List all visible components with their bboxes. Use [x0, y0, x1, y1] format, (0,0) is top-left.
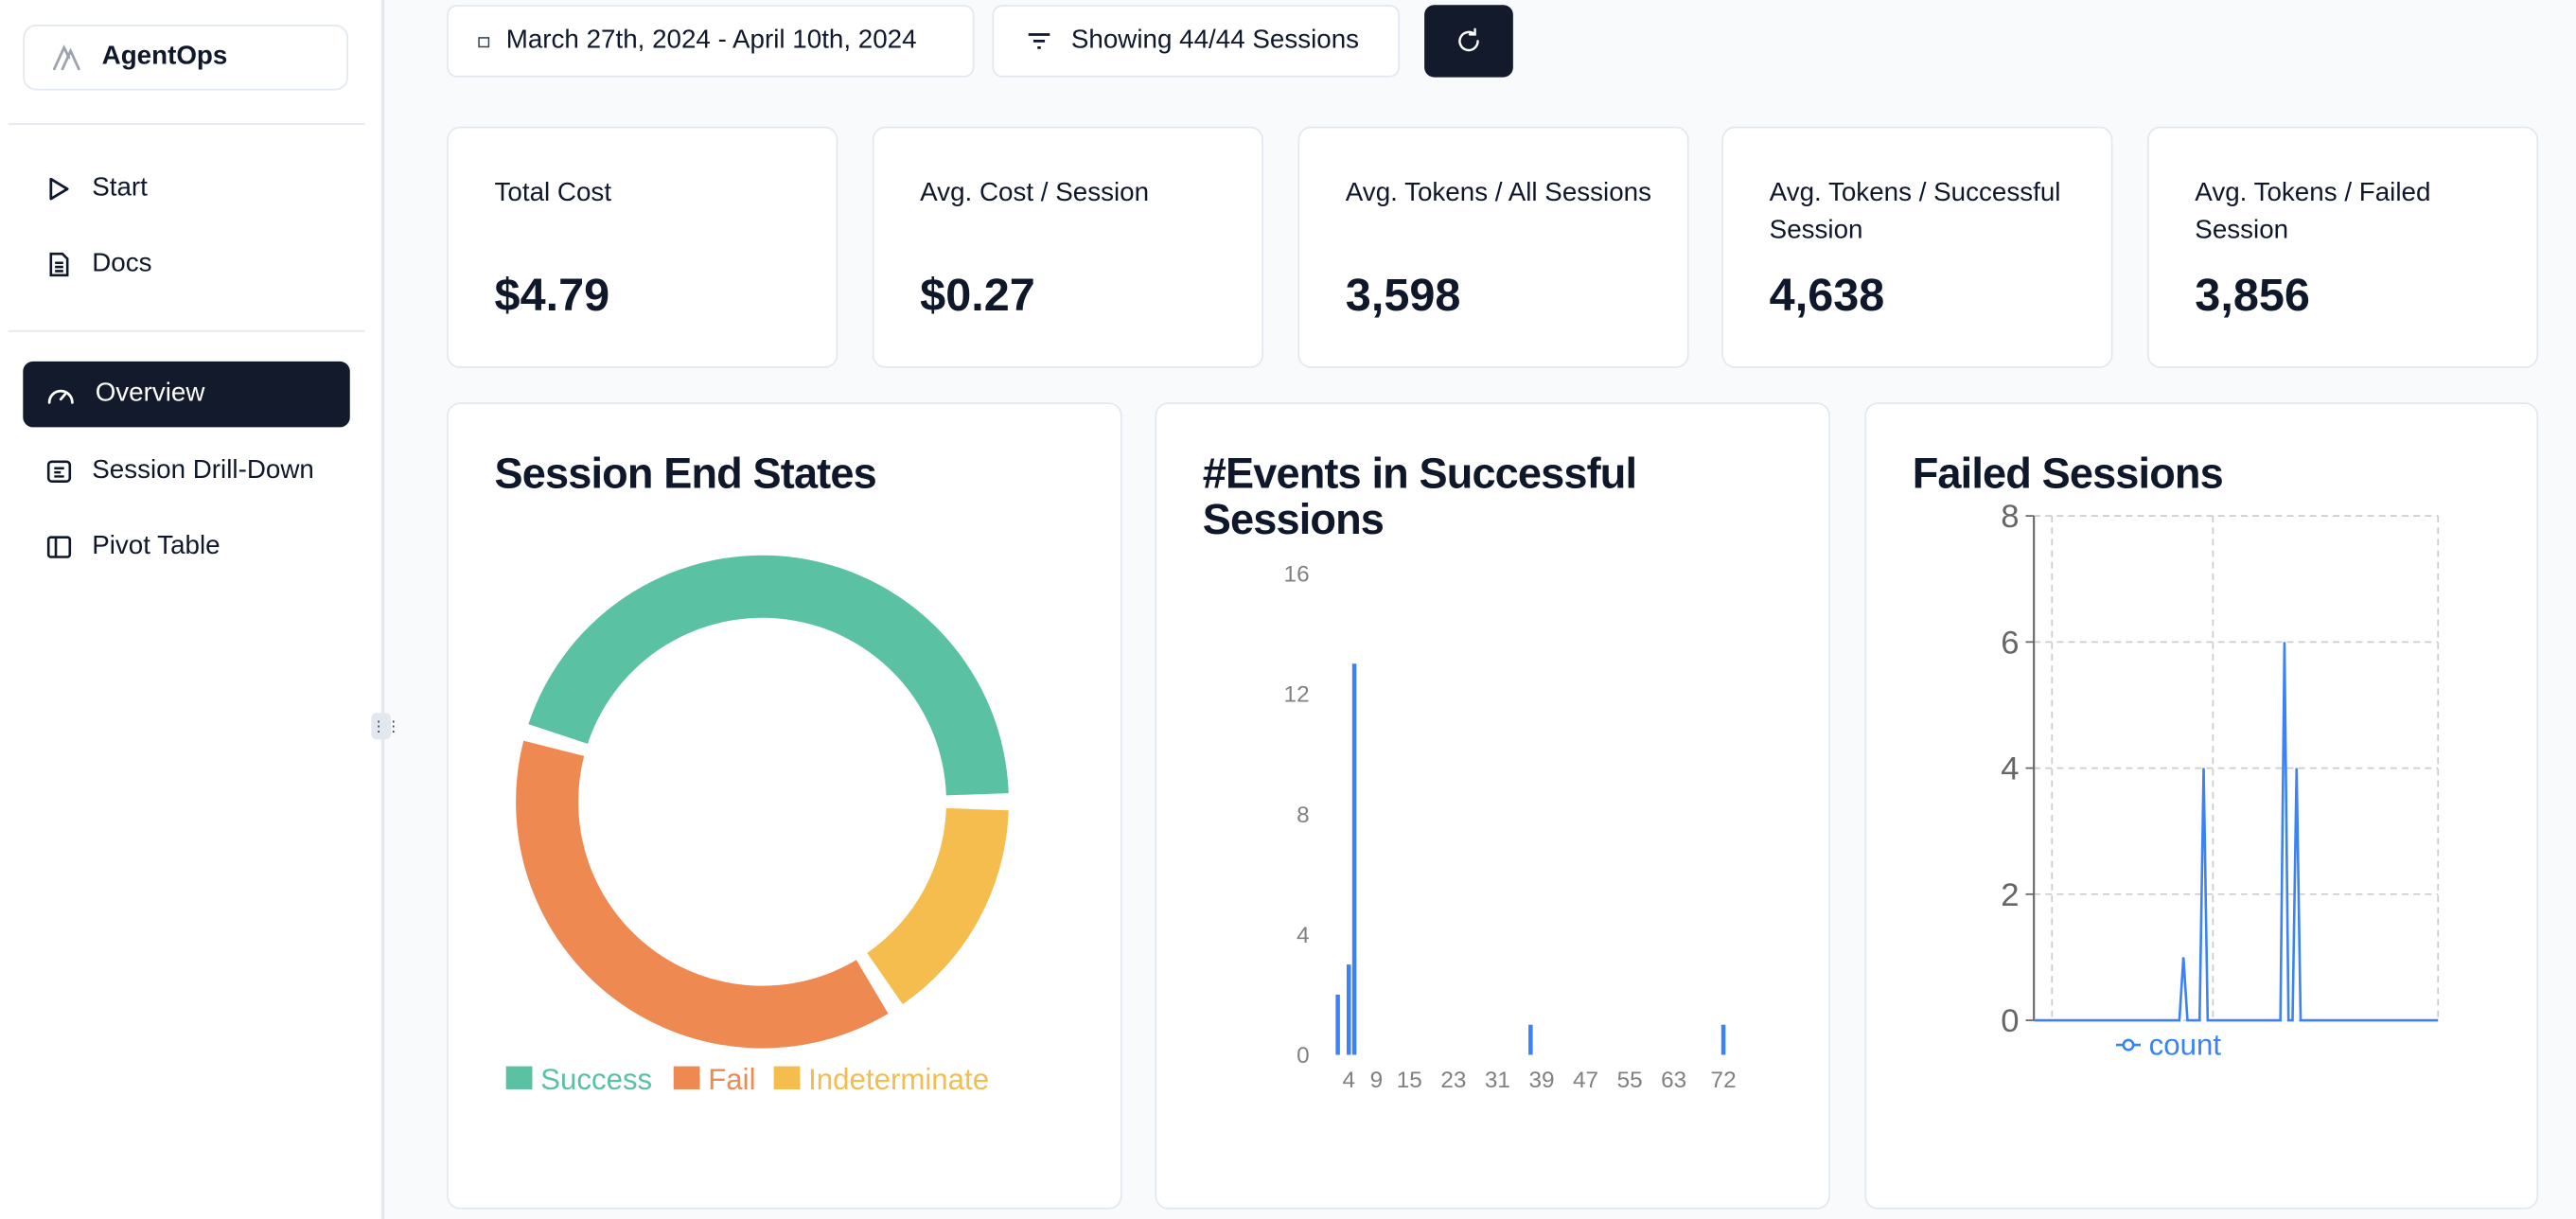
- sidebar-item-label: Overview: [95, 380, 205, 408]
- stat-card: Total Cost $4.79: [447, 126, 838, 368]
- y-tick-label: 4: [2001, 751, 2019, 787]
- bar: [1351, 663, 1357, 1055]
- failed-sessions-card: Failed Sessions 0 2 4 6 8 count: [1864, 402, 2539, 1210]
- donut-slice-fail: [516, 740, 889, 1049]
- sidebar-item-label: Docs: [92, 249, 152, 278]
- sidebar-item-session-drill-down[interactable]: Session Drill-Down: [23, 439, 349, 504]
- y-tick-label: 6: [2001, 625, 2019, 661]
- stat-card: Avg. Tokens / Failed Session 3,856: [2146, 126, 2539, 368]
- sidebar-item-label: Session Drill-Down: [92, 456, 314, 486]
- sidebar-item-start[interactable]: Start: [23, 156, 349, 221]
- session-end-states-card: Session End States Success Fail Indetermin…: [447, 402, 1122, 1210]
- date-range-picker[interactable]: March 27th, 2024 - April 10th, 2024: [447, 5, 975, 78]
- x-tick-label: 4: [1342, 1068, 1355, 1093]
- stat-card: Avg. Tokens / All Sessions 3,598: [1297, 126, 1689, 368]
- bar: [1720, 1024, 1726, 1055]
- sidebar-panel-icon: [46, 536, 72, 558]
- gauge-icon: [47, 389, 74, 404]
- y-tick-label: 2: [2001, 877, 2019, 913]
- brand-name: AgentOps: [101, 43, 228, 71]
- chart-title: Session End States: [494, 448, 877, 499]
- line-series-count: [2034, 642, 2439, 1022]
- stat-label: Avg. Cost / Session: [920, 179, 1150, 207]
- stat-value: 4,638: [1769, 269, 1885, 321]
- calendar-icon: [478, 36, 490, 47]
- stat-card: Avg. Cost / Session $0.27: [872, 126, 1263, 368]
- bar: [1346, 964, 1351, 1055]
- document-icon: [49, 252, 69, 277]
- legend-swatch: [505, 1066, 533, 1089]
- chart-title: #Events in Successful Sessions: [1202, 448, 1637, 544]
- legend-label: Fail: [708, 1063, 755, 1096]
- y-tick-label: 16: [1284, 562, 1310, 588]
- x-tick-label: 15: [1397, 1068, 1422, 1093]
- legend-marker: [2122, 1038, 2135, 1051]
- x-tick-label: 47: [1573, 1068, 1598, 1093]
- filter-icon: [1028, 33, 1050, 49]
- x-tick-label: 63: [1661, 1068, 1686, 1093]
- brand-button[interactable]: AgentOps: [23, 25, 349, 91]
- stat-label: Avg. Tokens / Successful Session: [1769, 179, 2061, 245]
- refresh-icon: [1458, 27, 1479, 52]
- play-icon: [49, 177, 69, 201]
- y-tick-label: 8: [2001, 499, 2019, 535]
- stat-label: Avg. Tokens / Failed Session: [2195, 179, 2431, 245]
- date-range-text: March 27th, 2024 - April 10th, 2024: [505, 26, 917, 55]
- x-tick-label: 31: [1485, 1068, 1510, 1093]
- chart-title: Failed Sessions: [1912, 448, 2224, 499]
- stat-value: 3,598: [1345, 269, 1461, 321]
- failed-sessions-line-chart: 0 2 4 6 8 count: [2001, 499, 2440, 1062]
- y-tick-label: 12: [1284, 682, 1310, 708]
- sidebar-item-pivot-table[interactable]: Pivot Table: [23, 514, 349, 579]
- stat-label: Total Cost: [494, 179, 612, 207]
- donut-chart: Success Fail Indeterminate: [505, 555, 1009, 1096]
- legend-swatch: [773, 1066, 801, 1089]
- legend-label: Indeterminate: [808, 1063, 989, 1096]
- y-tick-label: 0: [1297, 1043, 1310, 1069]
- sidebar: AgentOps Start Docs Overview Session Dri…: [0, 0, 385, 1219]
- legend-swatch: [673, 1066, 700, 1089]
- stat-value: $4.79: [494, 269, 610, 321]
- x-tick-label: 72: [1711, 1068, 1737, 1093]
- sidebar-item-docs[interactable]: Docs: [23, 232, 349, 297]
- y-tick-label: 4: [1297, 923, 1310, 948]
- bar: [1335, 994, 1340, 1055]
- x-tick-label: 55: [1617, 1068, 1643, 1093]
- divider: [8, 123, 365, 125]
- divider: [8, 329, 365, 332]
- x-tick-label: 23: [1440, 1068, 1466, 1093]
- bar: [1528, 1024, 1533, 1055]
- stat-value: $0.27: [920, 269, 1035, 321]
- filter-text: Showing 44/44 Sessions: [1070, 26, 1360, 55]
- events-successful-card: #Events in Successful Sessions 0 4 8 12 16 4 9…: [1155, 402, 1830, 1210]
- sidebar-item-overview[interactable]: Overview: [23, 361, 350, 428]
- legend-label: Success: [540, 1063, 652, 1096]
- stat-value: 3,856: [2195, 269, 2310, 321]
- stat-label: Avg. Tokens / All Sessions: [1345, 179, 1652, 207]
- donut-slice-indeterminate: [867, 807, 1009, 1005]
- y-tick-label: 0: [2001, 1003, 2019, 1039]
- resize-handle[interactable]: ⋮⋮: [371, 713, 401, 740]
- agentops-logo-icon: [52, 44, 80, 71]
- refresh-button[interactable]: [1424, 5, 1513, 78]
- y-tick-label: 8: [1297, 803, 1310, 828]
- list-icon: [46, 460, 72, 483]
- sidebar-item-label: Start: [92, 174, 148, 203]
- stat-card: Avg. Tokens / Successful Session 4,638: [1721, 126, 2113, 368]
- session-filter-button[interactable]: Showing 44/44 Sessions: [992, 5, 1401, 78]
- x-tick-label: 39: [1528, 1068, 1554, 1093]
- sidebar-item-label: Pivot Table: [92, 532, 221, 560]
- legend-label: count: [2149, 1029, 2222, 1062]
- donut-slice-success: [528, 555, 1009, 796]
- x-tick-label: 9: [1370, 1068, 1384, 1093]
